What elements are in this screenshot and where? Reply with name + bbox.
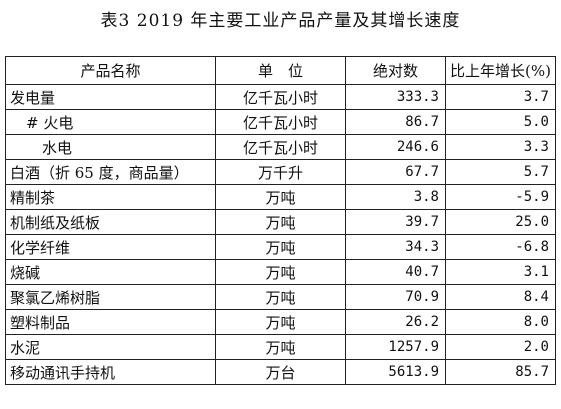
cell-growth: 25.0 [445,209,556,235]
cell-value: 5613.9 [345,359,446,385]
cell-product-name: 塑料制品 [5,309,216,335]
column-header-value: 绝对数 [345,56,446,85]
cell-value: 1257.9 [345,334,446,360]
table-row: 机制纸及纸板 万吨 39.7 25.0 [5,209,556,235]
industrial-output-table: 产品名称 单 位 绝对数 比上年增长(%) 发电量 亿千瓦小时 333.3 3.7 # … [5,56,556,385]
cell-product-name: 化学纤维 [5,234,216,260]
cell-value: 34.3 [345,234,446,260]
cell-growth: 5.7 [445,159,556,185]
table-row: 发电量 亿千瓦小时 333.3 3.7 [5,84,556,110]
table-row: # 火电 亿千瓦小时 86.7 5.0 [5,109,556,135]
cell-product-name: 水泥 [5,334,216,360]
cell-product-name: 水电 [5,134,216,160]
table-row: 水电 亿千瓦小时 246.6 3.3 [5,134,556,160]
cell-unit: 万千升 [215,159,346,185]
table-row: 烧碱 万吨 40.7 3.1 [5,259,556,285]
cell-growth: 3.1 [445,259,556,285]
table-row: 水泥 万吨 1257.9 2.0 [5,334,556,360]
header-row: 产品名称 单 位 绝对数 比上年增长(%) [5,56,556,85]
table-row: 精制茶 万吨 3.8 -5.9 [5,184,556,210]
cell-product-name: # 火电 [5,109,216,135]
cell-growth: -5.9 [445,184,556,210]
table-row: 白酒（折 65 度，商品量） 万千升 67.7 5.7 [5,159,556,185]
cell-value: 333.3 [345,84,446,110]
cell-growth: -6.8 [445,234,556,260]
cell-product-name: 白酒（折 65 度，商品量） [5,159,216,185]
cell-unit: 亿千瓦小时 [215,84,346,110]
cell-value: 67.7 [345,159,446,185]
table-row: 塑料制品 万吨 26.2 8.0 [5,309,556,335]
cell-unit: 万吨 [215,259,346,285]
cell-product-name: 机制纸及纸板 [5,209,216,235]
cell-unit: 万吨 [215,184,346,210]
table-row: 聚氯乙烯树脂 万吨 70.9 8.4 [5,284,556,310]
cell-value: 70.9 [345,284,446,310]
table-body: 发电量 亿千瓦小时 333.3 3.7 # 火电 亿千瓦小时 86.7 5.0 水电 亿千瓦小时 2… [5,84,556,385]
column-header-unit: 单 位 [215,56,346,85]
cell-product-name: 精制茶 [5,184,216,210]
cell-value: 26.2 [345,309,446,335]
table-row: 化学纤维 万吨 34.3 -6.8 [5,234,556,260]
table-row: 移动通讯手持机 万台 5613.9 85.7 [5,359,556,385]
cell-growth: 3.3 [445,134,556,160]
cell-product-name: 烧碱 [5,259,216,285]
cell-growth: 2.0 [445,334,556,360]
cell-growth: 85.7 [445,359,556,385]
cell-unit: 亿千瓦小时 [215,109,346,135]
cell-value: 86.7 [345,109,446,135]
cell-value: 40.7 [345,259,446,285]
cell-product-name: 移动通讯手持机 [5,359,216,385]
cell-growth: 8.4 [445,284,556,310]
cell-unit: 万吨 [215,209,346,235]
cell-product-name: 聚氯乙烯树脂 [5,284,216,310]
cell-unit: 万吨 [215,234,346,260]
column-header-product: 产品名称 [5,56,216,85]
cell-unit: 万吨 [215,284,346,310]
cell-unit: 万吨 [215,334,346,360]
table-title: 表3 2019 年主要工业产品产量及其增长速度 [100,11,461,31]
cell-unit: 亿千瓦小时 [215,134,346,160]
cell-value: 39.7 [345,209,446,235]
cell-growth: 5.0 [445,109,556,135]
column-header-growth: 比上年增长(%) [445,56,556,85]
cell-value: 246.6 [345,134,446,160]
cell-growth: 3.7 [445,84,556,110]
cell-value: 3.8 [345,184,446,210]
cell-unit: 万台 [215,359,346,385]
cell-unit: 万吨 [215,309,346,335]
cell-growth: 8.0 [445,309,556,335]
cell-product-name: 发电量 [5,84,216,110]
